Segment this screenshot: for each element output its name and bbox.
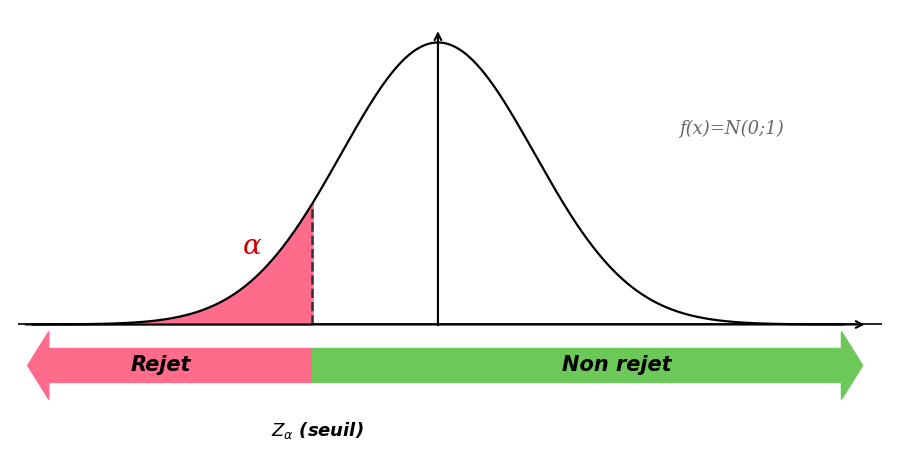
FancyArrow shape xyxy=(312,332,863,399)
Text: Rejet: Rejet xyxy=(130,356,191,376)
Text: Non rejet: Non rejet xyxy=(562,356,671,376)
Text: α: α xyxy=(243,233,262,260)
FancyArrow shape xyxy=(28,332,312,399)
Text: f(x)=N(0;1): f(x)=N(0;1) xyxy=(680,119,784,138)
Text: $Z_\alpha$ (seuil): $Z_\alpha$ (seuil) xyxy=(271,420,364,441)
